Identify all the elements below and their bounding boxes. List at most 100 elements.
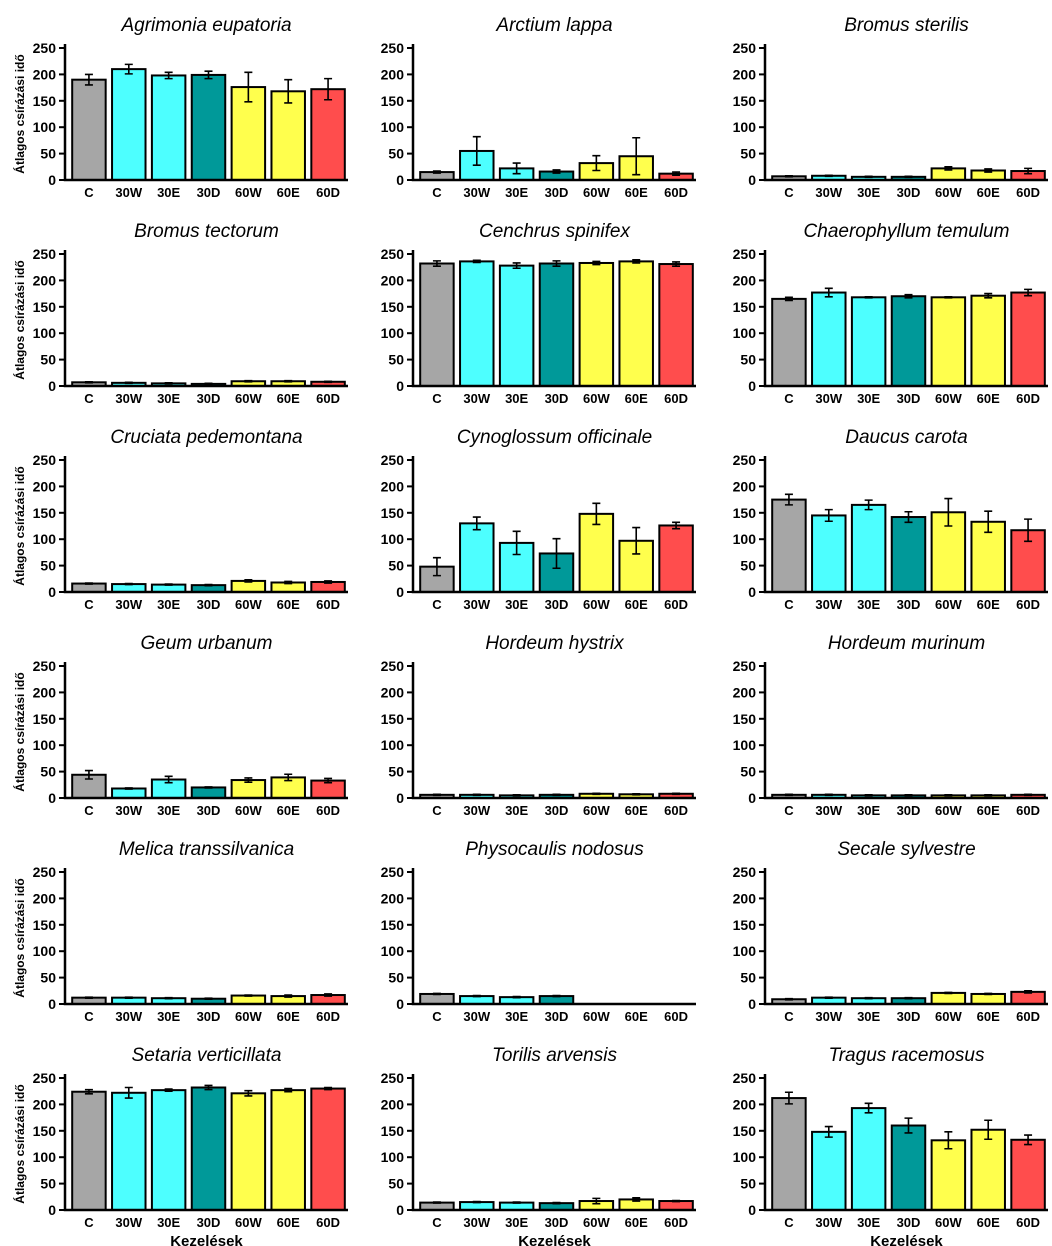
error-bar bbox=[284, 994, 293, 998]
y-axis-label: Átlagos csírázási idő bbox=[12, 466, 27, 585]
error-bar bbox=[124, 1086, 133, 1099]
y-tick-label: 250 bbox=[733, 864, 757, 880]
x-tick-label: 30W bbox=[463, 803, 490, 818]
error-bar bbox=[1024, 288, 1033, 297]
error-bar bbox=[784, 493, 793, 506]
x-tick-label: 60E bbox=[277, 185, 300, 200]
error-bar bbox=[552, 1201, 561, 1205]
bar-chart-panel: Tragus racemosus 0 50 100 150 200 250 C 30W 30E 30… bbox=[733, 1045, 1048, 1246]
x-tick-label: C bbox=[432, 185, 442, 200]
bar-chart-panel: Physocaulis nodosus 0 50 100 150 200 250 C 30W 30… bbox=[381, 839, 696, 1024]
error-bar bbox=[592, 154, 601, 172]
x-tick-label: 60E bbox=[625, 185, 648, 200]
x-tick-label: C bbox=[432, 1009, 442, 1024]
x-tick-label: 30W bbox=[463, 391, 490, 406]
x-tick-label: 30E bbox=[157, 185, 180, 200]
error-bar bbox=[984, 510, 993, 534]
axis-lines bbox=[763, 456, 1048, 594]
bar-chart-panel: Cruciata pedemontana Átlagos csírázási id… bbox=[12, 427, 348, 612]
x-tick-label: 60W bbox=[235, 1009, 262, 1024]
axis-lines bbox=[63, 868, 348, 1006]
y-tick-label: 100 bbox=[33, 1149, 57, 1165]
x-tick-label: C bbox=[432, 803, 442, 818]
chart-title: Geum urbanum bbox=[140, 633, 272, 654]
x-tick-label: 60D bbox=[316, 803, 340, 818]
error-bar bbox=[244, 379, 253, 383]
x-tick-label: 60D bbox=[1016, 1009, 1040, 1024]
x-tick-label: 60W bbox=[583, 803, 610, 818]
y-tick-label: 50 bbox=[740, 352, 756, 368]
bar bbox=[771, 297, 807, 387]
y-tick-label: 150 bbox=[33, 711, 57, 727]
y-tick-label: 200 bbox=[733, 272, 757, 288]
error-bar bbox=[84, 996, 93, 999]
y-tick-label: 150 bbox=[33, 93, 57, 109]
bar-chart-panel: Cynoglossum officinale 0 50 100 150 200 250 C 30… bbox=[381, 427, 696, 612]
x-tick-label: C bbox=[432, 597, 442, 612]
error-bar bbox=[824, 1125, 833, 1138]
x-tick-label: 30D bbox=[897, 597, 921, 612]
error-bar bbox=[324, 777, 333, 784]
y-tick-label: 0 bbox=[48, 378, 56, 394]
x-tick-label: 30E bbox=[505, 1215, 528, 1230]
y-tick-label: 100 bbox=[381, 531, 405, 547]
bar bbox=[930, 991, 967, 1006]
y-tick-label: 100 bbox=[733, 119, 757, 135]
bar bbox=[658, 524, 694, 593]
y-tick-label: 50 bbox=[388, 1176, 404, 1192]
error-bar bbox=[324, 993, 333, 997]
y-tick-label: 250 bbox=[381, 452, 405, 468]
bar bbox=[890, 516, 927, 593]
bar bbox=[658, 263, 694, 388]
error-bar bbox=[984, 168, 993, 173]
x-tick-label: 30W bbox=[815, 391, 842, 406]
chart-title: Setaria verticillata bbox=[132, 1045, 282, 1066]
axis-lines bbox=[763, 868, 1048, 1006]
x-tick-label: 30D bbox=[545, 597, 569, 612]
error-bar bbox=[552, 994, 561, 998]
x-tick-label: C bbox=[784, 391, 794, 406]
error-bar bbox=[904, 794, 913, 797]
y-tick-label: 0 bbox=[748, 790, 756, 806]
y-tick-label: 200 bbox=[33, 890, 57, 906]
x-tick-label: 60E bbox=[625, 803, 648, 818]
y-tick-label: 100 bbox=[381, 119, 405, 135]
y-tick-label: 150 bbox=[381, 299, 405, 315]
x-tick-label: 30W bbox=[115, 597, 142, 612]
axis-lines bbox=[411, 250, 696, 388]
x-tick-label: 30E bbox=[857, 803, 880, 818]
y-tick-label: 150 bbox=[733, 917, 757, 933]
x-tick-label: 60W bbox=[935, 391, 962, 406]
y-tick-label: 50 bbox=[40, 558, 56, 574]
x-tick-label: 60E bbox=[625, 391, 648, 406]
bar bbox=[498, 264, 535, 388]
x-tick-label: 60W bbox=[935, 1009, 962, 1024]
bar bbox=[1010, 1138, 1046, 1211]
error-bar bbox=[904, 510, 913, 524]
y-tick-label: 0 bbox=[48, 172, 56, 188]
x-tick-label: 30E bbox=[505, 597, 528, 612]
error-bar bbox=[324, 380, 333, 384]
chart-title: Bromus tectorum bbox=[134, 221, 279, 242]
x-tick-label: C bbox=[84, 185, 94, 200]
y-tick-label: 100 bbox=[33, 943, 57, 959]
y-tick-label: 200 bbox=[733, 684, 757, 700]
y-tick-label: 50 bbox=[740, 970, 756, 986]
x-tick-label: 60D bbox=[316, 1009, 340, 1024]
x-tick-label: 60D bbox=[316, 597, 340, 612]
x-tick-label: C bbox=[84, 1215, 94, 1230]
x-tick-label: 60W bbox=[935, 185, 962, 200]
error-bar bbox=[244, 1089, 253, 1097]
y-tick-label: 150 bbox=[33, 1123, 57, 1139]
y-axis-label: Átlagos csírázási idő bbox=[12, 878, 27, 997]
y-tick-label: 200 bbox=[733, 66, 757, 82]
x-tick-label: 30W bbox=[115, 391, 142, 406]
error-bar bbox=[672, 792, 681, 796]
y-tick-label: 250 bbox=[33, 40, 57, 56]
x-tick-label: C bbox=[432, 391, 442, 406]
x-tick-label: 30D bbox=[545, 1009, 569, 1024]
bar bbox=[190, 1086, 227, 1212]
bar bbox=[111, 68, 147, 181]
y-tick-label: 50 bbox=[40, 970, 56, 986]
error-bar bbox=[632, 1197, 641, 1202]
